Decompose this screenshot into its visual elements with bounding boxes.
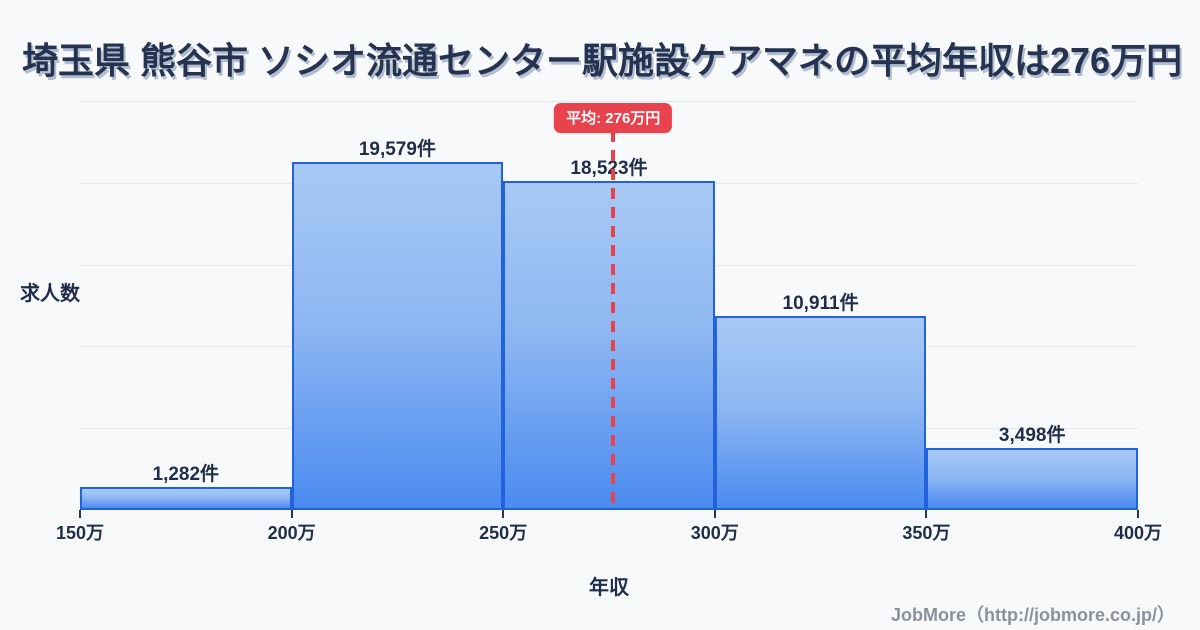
- bar-value-label: 10,911件: [782, 292, 859, 314]
- average-line: [611, 131, 616, 510]
- y-axis-label: 求人数: [20, 283, 80, 305]
- bar-value-label: 1,282件: [152, 464, 220, 486]
- credit-text: JobMore（http://jobmore.co.jp/）: [891, 605, 1175, 625]
- x-axis-tick: [290, 510, 293, 518]
- x-axis-tick: [713, 510, 716, 518]
- x-axis-tick: [502, 510, 505, 518]
- bar-value-label: 3,498件: [998, 424, 1066, 446]
- histogram-bar: [291, 161, 504, 510]
- x-axis-tick-label: 300万: [690, 523, 739, 543]
- histogram-bar: [714, 315, 927, 510]
- x-axis-tick-label: 250万: [479, 523, 528, 543]
- bar-value-label: 19,579件: [358, 138, 436, 160]
- x-axis-label: 年収: [589, 577, 629, 599]
- x-axis-tick-label: 350万: [902, 523, 951, 543]
- x-axis-tick: [1137, 510, 1139, 518]
- histogram-bar: [503, 180, 715, 510]
- histogram-bar: [926, 447, 1138, 510]
- x-axis-tick-label: 400万: [1113, 523, 1163, 543]
- x-axis-tick-label: 200万: [267, 523, 316, 543]
- x-axis-tick: [925, 510, 928, 518]
- average-badge: 平均: 276万円: [554, 103, 673, 133]
- gridline: [80, 101, 1138, 102]
- bar-value-label: 18,523件: [570, 157, 648, 179]
- x-axis-tick-label: 150万: [55, 523, 105, 543]
- x-axis-tick: [79, 510, 81, 518]
- page-title: 埼玉県 熊谷市 ソシオ流通センター駅施設ケアマネの平均年収は276万円: [22, 40, 1183, 81]
- histogram-bar: [80, 487, 292, 510]
